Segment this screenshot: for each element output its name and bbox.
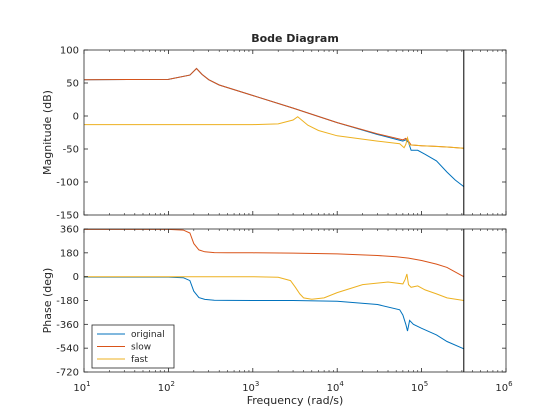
x-tick-label: 103 (242, 380, 259, 394)
y-tick-label: -180 (56, 296, 79, 307)
x-tick-label: 101 (73, 380, 90, 394)
y-tick-label: -720 (56, 368, 79, 379)
series-original-phase (84, 276, 464, 350)
y-tick-label: 100 (60, 46, 79, 57)
y-tick-label: 360 (60, 225, 79, 236)
magnitude-panel: 100 50 0 -50 -100 -150 Magnitude (dB) (41, 46, 507, 222)
series-fast-phase (84, 273, 464, 301)
legend-label-original: original (131, 330, 165, 340)
series-original-magnitude (84, 67, 465, 187)
phase-axis-label: Phase (deg) (41, 268, 54, 334)
frequency-axis-label: Frequency (rad/s) (247, 394, 344, 407)
y-tick-label: -150 (56, 211, 79, 222)
y-tick-label: -540 (56, 344, 79, 355)
y-tick-label: -100 (56, 178, 79, 189)
x-tick-label: 102 (158, 380, 175, 394)
legend-label-slow: slow (131, 343, 151, 353)
axes-frame (83, 49, 507, 216)
y-tick-label: -50 (63, 145, 79, 156)
legend-label-fast: fast (131, 355, 148, 365)
x-tick-label: 104 (327, 380, 345, 394)
y-tick-label: 0 (73, 272, 79, 283)
y-tick-label: 0 (73, 112, 79, 123)
magnitude-axis-label: Magnitude (dB) (41, 90, 54, 175)
series-slow-magnitude (84, 67, 464, 149)
y-tick-label: -360 (56, 320, 79, 331)
y-tick-label: 180 (60, 248, 79, 259)
y-tick-label: 50 (66, 79, 79, 90)
series-fast-magnitude (84, 116, 464, 149)
chart-title: Bode Diagram (251, 32, 339, 45)
x-tick-label: 106 (495, 380, 513, 394)
series-slow-phase (84, 229, 465, 278)
legend: original slow fast (91, 324, 175, 369)
x-tick-label: 105 (411, 380, 428, 394)
